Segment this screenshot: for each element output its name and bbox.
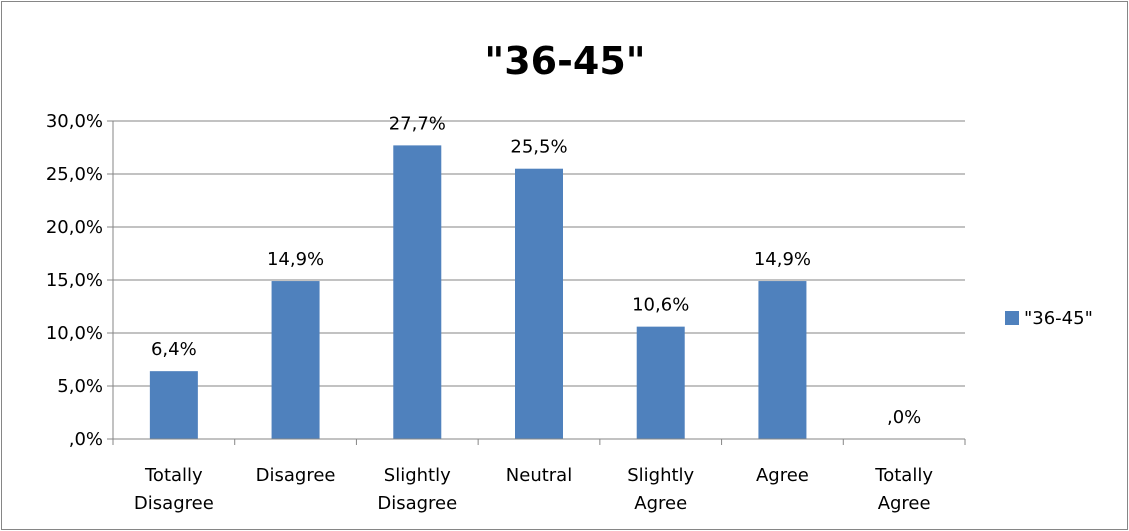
- y-tick-label: ,0%: [69, 429, 103, 450]
- bar: [515, 168, 563, 439]
- legend: "36-45": [1005, 308, 1093, 329]
- y-axis: ,0% 5,0% 10,0% 15,0% 20,0% 25,0% 30,0%: [46, 111, 114, 450]
- y-tick-label: 15,0%: [46, 270, 103, 291]
- bar: [149, 371, 198, 439]
- y-tick-label: 30,0%: [46, 111, 103, 132]
- y-tick-label: 5,0%: [57, 376, 103, 397]
- data-label: 25,5%: [510, 137, 567, 158]
- legend-label: "36-45": [1024, 308, 1093, 329]
- y-tick-label: 10,0%: [46, 323, 103, 344]
- y-tick-label: 25,0%: [46, 164, 103, 185]
- data-label: 14,9%: [267, 249, 324, 270]
- x-tick-label: Totally Agree: [874, 465, 933, 514]
- data-label: 27,7%: [389, 113, 446, 134]
- x-tick-label: Totally Disagree: [134, 465, 214, 514]
- y-tick-label: 20,0%: [46, 217, 103, 238]
- bar: [393, 145, 442, 439]
- x-tick-label: Slightly Disagree: [377, 465, 457, 514]
- bar: [758, 281, 807, 439]
- legend-swatch: [1005, 311, 1019, 325]
- x-tick-label: Slightly Agree: [627, 465, 694, 514]
- data-label: 6,4%: [151, 339, 197, 360]
- data-label: ,0%: [887, 407, 921, 428]
- x-tick-label: Agree: [756, 465, 809, 486]
- x-tick-label: Neutral: [506, 465, 572, 486]
- data-label: 10,6%: [632, 295, 689, 316]
- data-label: 14,9%: [754, 249, 811, 270]
- bar: [636, 326, 685, 439]
- chart-title: "36-45": [484, 39, 645, 83]
- bar: [271, 281, 320, 439]
- bars: 6,4% 14,9% 27,7% 25,5% 10,6% 14,9% ,0%: [149, 113, 921, 439]
- x-tick-label: Disagree: [256, 465, 336, 486]
- x-axis: Totally Disagree Disagree Slightly Disagree N…: [112, 438, 966, 514]
